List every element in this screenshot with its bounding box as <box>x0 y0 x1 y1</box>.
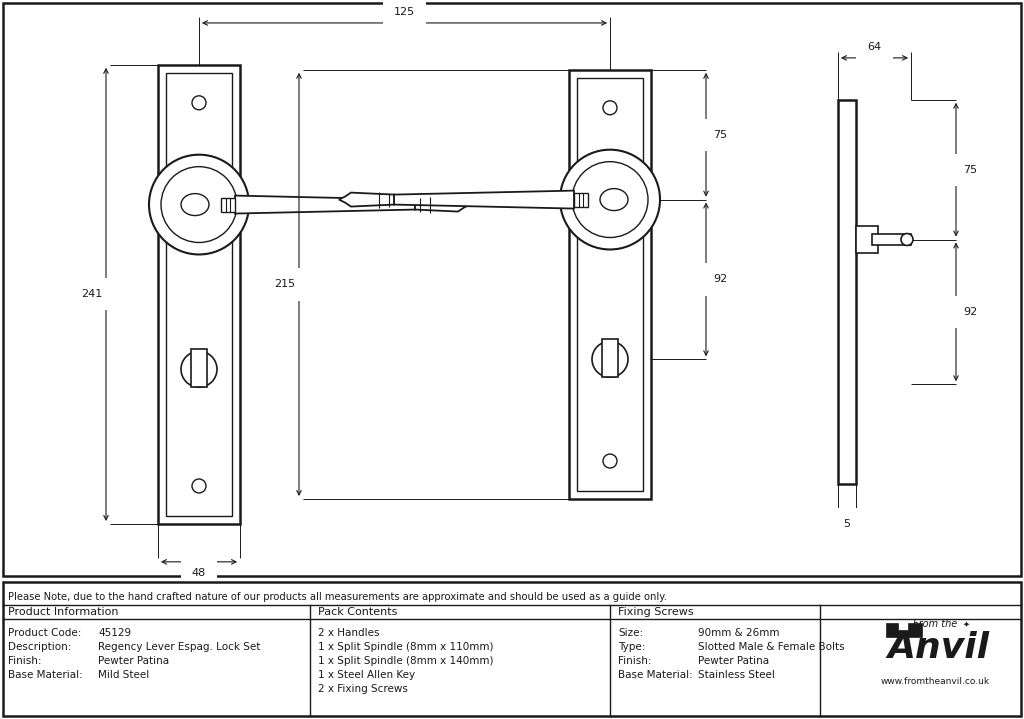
Text: Base Material:: Base Material: <box>8 670 83 680</box>
Text: Pewter Patina: Pewter Patina <box>698 656 769 666</box>
Circle shape <box>592 342 628 377</box>
Bar <box>191 349 207 388</box>
Bar <box>838 100 856 484</box>
Text: Slotted Male & Female Bolts: Slotted Male & Female Bolts <box>698 642 845 652</box>
Text: 2 x Handles: 2 x Handles <box>318 628 380 638</box>
Bar <box>602 339 618 377</box>
Bar <box>872 234 911 245</box>
Text: 45129: 45129 <box>98 628 131 638</box>
Text: Product Code:: Product Code: <box>8 628 81 638</box>
Bar <box>856 226 878 254</box>
Text: 5: 5 <box>844 519 851 529</box>
Text: 2 x Fixing Screws: 2 x Fixing Screws <box>318 684 408 694</box>
Circle shape <box>181 352 217 388</box>
Circle shape <box>560 150 660 249</box>
Text: Finish:: Finish: <box>618 656 651 666</box>
Text: Pack Contents: Pack Contents <box>318 607 397 617</box>
Text: 215: 215 <box>274 280 296 290</box>
Ellipse shape <box>181 193 209 216</box>
Text: 125: 125 <box>394 7 415 17</box>
Text: Product Information: Product Information <box>8 607 119 617</box>
Text: 1 x Split Spindle (8mm x 140mm): 1 x Split Spindle (8mm x 140mm) <box>318 656 494 666</box>
Bar <box>574 193 588 206</box>
Text: Fixing Screws: Fixing Screws <box>618 607 693 617</box>
Text: ✦: ✦ <box>963 620 970 629</box>
Bar <box>166 73 232 516</box>
Bar <box>221 198 234 211</box>
Circle shape <box>161 167 237 242</box>
Text: Finish:: Finish: <box>8 656 42 666</box>
Text: Pewter Patina: Pewter Patina <box>98 656 169 666</box>
Text: 92: 92 <box>713 275 727 285</box>
Polygon shape <box>234 196 415 214</box>
Text: Please Note, due to the hand crafted nature of our products all measurements are: Please Note, due to the hand crafted nat… <box>8 592 667 602</box>
Ellipse shape <box>600 188 628 211</box>
Circle shape <box>150 155 249 255</box>
Text: 1 x Split Spindle (8mm x 110mm): 1 x Split Spindle (8mm x 110mm) <box>318 642 494 652</box>
Text: 64: 64 <box>867 42 882 52</box>
Text: 75: 75 <box>713 129 727 139</box>
Text: 92: 92 <box>963 307 977 317</box>
Bar <box>569 70 651 499</box>
Text: 1 x Steel Allen Key: 1 x Steel Allen Key <box>318 670 415 680</box>
Bar <box>158 65 240 524</box>
Text: 48: 48 <box>191 568 206 578</box>
Text: Stainless Steel: Stainless Steel <box>698 670 775 680</box>
Text: Mild Steel: Mild Steel <box>98 670 150 680</box>
Polygon shape <box>415 198 470 211</box>
Polygon shape <box>394 191 574 209</box>
Text: Description:: Description: <box>8 642 72 652</box>
Text: Type:: Type: <box>618 642 645 652</box>
Text: From the: From the <box>913 619 957 629</box>
Text: Base Material:: Base Material: <box>618 670 693 680</box>
Text: www.fromtheanvil.co.uk: www.fromtheanvil.co.uk <box>881 677 990 686</box>
Bar <box>577 78 643 491</box>
Text: 90mm & 26mm: 90mm & 26mm <box>698 628 779 638</box>
Text: Size:: Size: <box>618 628 643 638</box>
Polygon shape <box>886 623 922 637</box>
Text: Anvil: Anvil <box>888 631 989 665</box>
Text: 241: 241 <box>81 289 102 299</box>
Circle shape <box>572 162 648 237</box>
Circle shape <box>901 234 913 245</box>
Text: 75: 75 <box>963 165 977 175</box>
Polygon shape <box>339 193 394 206</box>
Text: Regency Lever Espag. Lock Set: Regency Lever Espag. Lock Set <box>98 642 260 652</box>
